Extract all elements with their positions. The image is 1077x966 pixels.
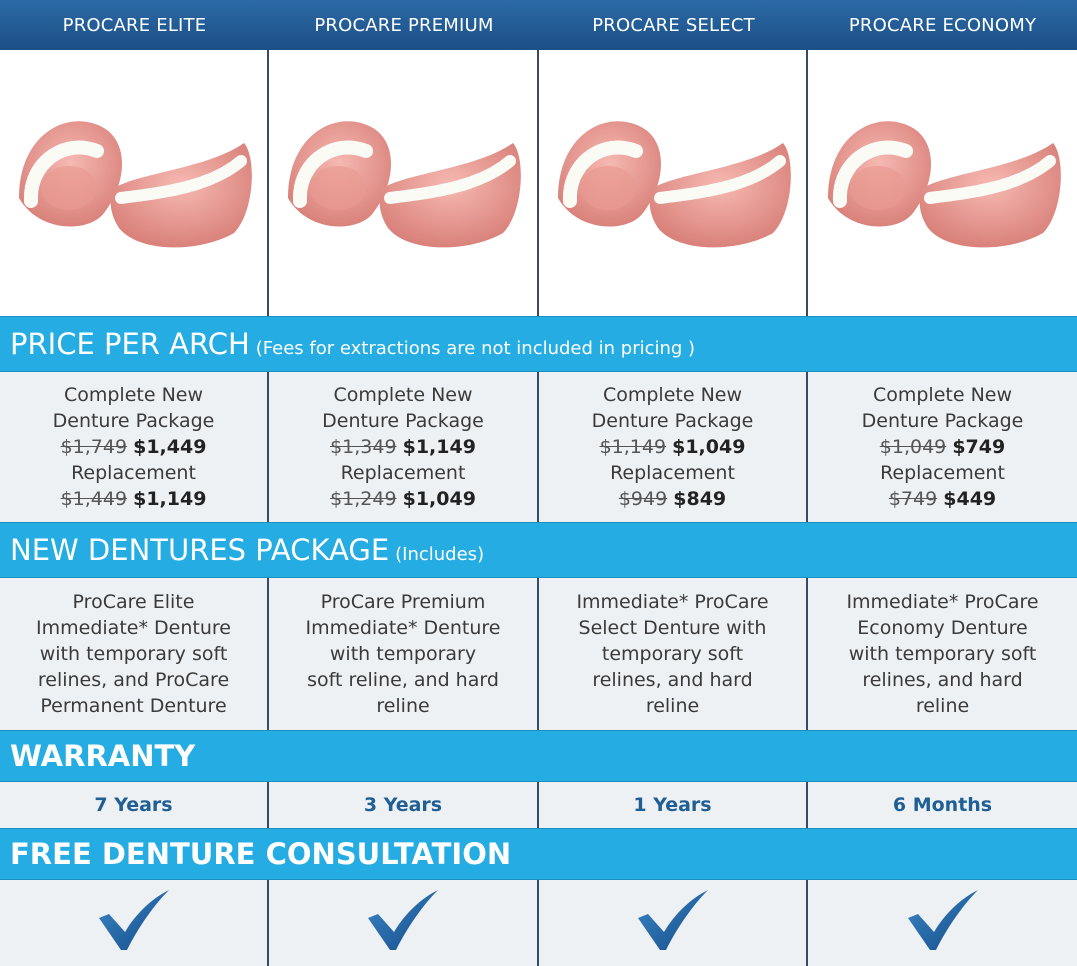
new-price: $1,049 xyxy=(672,436,746,458)
price-per-arch-band: PRICE PER ARCH (Fees for extractions are… xyxy=(0,316,1077,372)
check-cell xyxy=(539,880,808,966)
package-description-cell: ProCare Premium Immediate* Denture with … xyxy=(269,578,539,730)
package-line: Immediate* Denture xyxy=(305,617,501,639)
package-line: Immediate* ProCare xyxy=(846,591,1039,613)
package-line: relines, and ProCare xyxy=(37,669,230,691)
checkmark-icon xyxy=(98,890,169,950)
package-line: reline xyxy=(645,695,700,717)
check-cell xyxy=(808,880,1077,966)
new-dentures-package-band: NEW DENTURES PACKAGE (Includes) xyxy=(0,522,1077,578)
checkmark-icon xyxy=(637,890,708,950)
plan-title-economy: PROCARE ECONOMY xyxy=(848,14,1037,36)
package-line: Immediate* Denture xyxy=(36,617,231,639)
price-cell: Complete New Denture Package $1,749 $1,4… xyxy=(0,372,269,522)
replacement-new-price: $1,149 xyxy=(133,488,207,510)
consultation-section-title: FREE DENTURE CONSULTATION xyxy=(10,837,512,871)
package-label-line1: Complete New xyxy=(602,384,743,406)
package-line: Economy Denture xyxy=(857,617,1028,639)
price-cell: Complete New Denture Package $1,349 $1,1… xyxy=(269,372,539,522)
denture-image-premium xyxy=(269,50,539,316)
replacement-label: Replacement xyxy=(610,462,735,484)
package-line: with temporary soft xyxy=(848,643,1037,665)
package-line: reline xyxy=(376,695,430,717)
replacement-label: Replacement xyxy=(880,462,1005,484)
plan-title-premium: PROCARE PREMIUM xyxy=(314,14,494,36)
warranty-band: WARRANTY xyxy=(0,730,1077,782)
denture-image-select xyxy=(539,50,808,316)
package-line: temporary soft xyxy=(601,643,744,665)
check-cell xyxy=(0,880,269,966)
old-price: $1,749 xyxy=(60,436,128,458)
package-label-line1: Complete New xyxy=(872,384,1013,406)
package-description-cell: Immediate* ProCare Economy Denture with … xyxy=(808,578,1077,730)
warranty-value: 7 Years xyxy=(0,782,269,828)
replacement-new-price: $449 xyxy=(943,488,997,510)
package-section-title: NEW DENTURES PACKAGE xyxy=(10,533,390,567)
replacement-old-price: $1,449 xyxy=(60,488,128,510)
price-cell: Complete New Denture Package $1,049 $749… xyxy=(808,372,1077,522)
new-price: $1,449 xyxy=(133,436,207,458)
old-price: $1,149 xyxy=(599,436,667,458)
price-section-title: PRICE PER ARCH xyxy=(10,327,250,361)
warranty-section-title: WARRANTY xyxy=(10,739,196,773)
warranty-value: 1 Years xyxy=(539,782,808,828)
check-cell xyxy=(269,880,539,966)
price-cell: Complete New Denture Package $1,149 $1,0… xyxy=(539,372,808,522)
package-line: with temporary soft xyxy=(39,643,228,665)
old-price: $1,349 xyxy=(330,436,397,458)
package-line: Permanent Denture xyxy=(40,695,227,717)
replacement-old-price: $949 xyxy=(618,488,668,510)
product-image-row xyxy=(0,50,1077,316)
denture-image-elite xyxy=(0,50,269,316)
denture-image-economy xyxy=(808,50,1077,316)
denture-icon xyxy=(288,121,521,248)
package-line: Immediate* ProCare xyxy=(576,591,769,613)
checkmark-icon xyxy=(907,890,978,950)
package-label-line2: Denture Package xyxy=(591,410,754,432)
package-label-line1: Complete New xyxy=(63,384,204,406)
package-description-cell: Immediate* ProCare Select Denture with t… xyxy=(539,578,808,730)
package-label-line2: Denture Package xyxy=(322,410,484,432)
denture-icon xyxy=(557,121,791,248)
package-line: soft reline, and hard xyxy=(307,669,499,691)
replacement-label: Replacement xyxy=(71,462,196,484)
price-section-note: (Fees for extractions are not included i… xyxy=(255,338,696,359)
package-line: Select Denture with xyxy=(578,617,767,639)
warranty-value: 3 Years xyxy=(269,782,539,828)
denture-icon xyxy=(18,121,252,248)
package-line: with temporary xyxy=(329,643,477,665)
package-line: ProCare Elite xyxy=(72,591,195,613)
checkmark-icon xyxy=(368,890,438,950)
package-section-note: (Includes) xyxy=(395,544,485,565)
plan-header-row: PROCARE ELITE PROCARE PREMIUM PROCARE SE… xyxy=(0,0,1077,50)
replacement-new-price: $1,049 xyxy=(402,488,476,510)
replacement-new-price: $849 xyxy=(673,488,727,510)
price-row: Complete New Denture Package $1,749 $1,4… xyxy=(0,372,1077,522)
package-line: relines, and hard xyxy=(862,669,1023,691)
old-price: $1,049 xyxy=(879,436,947,458)
replacement-old-price: $1,249 xyxy=(330,488,397,510)
consultation-check-row xyxy=(0,880,1077,966)
package-row: ProCare Elite Immediate* Denture with te… xyxy=(0,578,1077,730)
new-price: $749 xyxy=(952,436,1006,458)
warranty-value: 6 Months xyxy=(892,794,993,816)
package-line: relines, and hard xyxy=(592,669,753,691)
package-label-line2: Denture Package xyxy=(861,410,1024,432)
package-label-line1: Complete New xyxy=(333,384,473,406)
replacement-old-price: $749 xyxy=(888,488,938,510)
denture-icon xyxy=(827,121,1061,248)
plan-title-elite: PROCARE ELITE xyxy=(62,14,207,36)
plan-title-select: PROCARE SELECT xyxy=(592,14,755,36)
package-line: ProCare Premium xyxy=(320,591,486,613)
package-line: reline xyxy=(915,695,970,717)
replacement-label: Replacement xyxy=(340,462,466,484)
new-price: $1,149 xyxy=(402,436,476,458)
warranty-row: 7 Years 3 Years 1 Years 6 Months xyxy=(0,782,1077,828)
package-label-line2: Denture Package xyxy=(52,410,215,432)
package-description-cell: ProCare Elite Immediate* Denture with te… xyxy=(0,578,269,730)
free-consultation-band: FREE DENTURE CONSULTATION xyxy=(0,828,1077,880)
